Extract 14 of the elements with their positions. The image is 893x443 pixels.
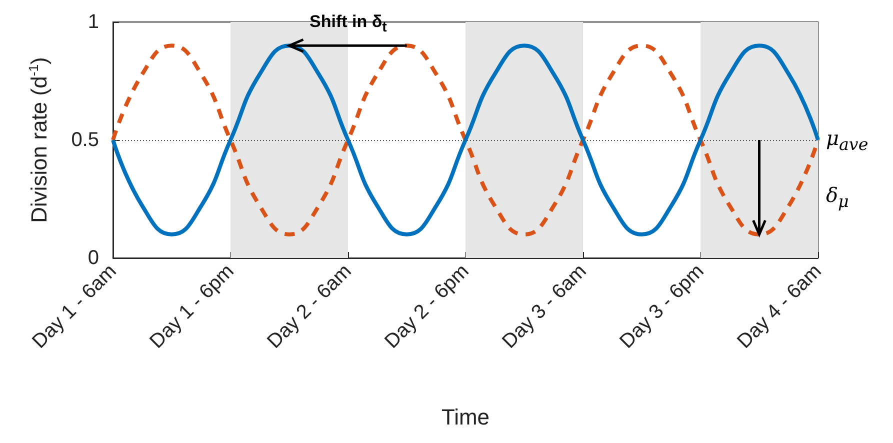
x-axis-title: Time [441, 404, 490, 430]
ref-line-label: μ$_{ave}$ [826, 126, 868, 154]
y-axis-title: Division rate (d-1) [26, 57, 52, 223]
y-tick-label: 1 [88, 11, 99, 33]
text: δ$_{μ}$ [826, 183, 849, 212]
x-tick-label: Day 3 - 6am [498, 260, 591, 353]
x-tick-label: Day 2 - 6pm [380, 260, 474, 353]
y-tick-label: 0.5 [71, 129, 99, 151]
line-series [111, 44, 820, 236]
x-tick-label: Day 1 - 6pm [146, 260, 238, 353]
x-tick-label: Day 3 - 6pm [616, 260, 708, 353]
y-tick-label: 0 [88, 247, 99, 269]
x-tick-label: Day 4 - 6am [733, 260, 826, 353]
x-tick-label: Day 2 - 6am [263, 260, 356, 353]
